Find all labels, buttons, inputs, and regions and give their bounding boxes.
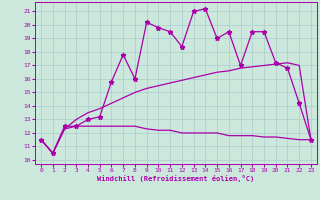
X-axis label: Windchill (Refroidissement éolien,°C): Windchill (Refroidissement éolien,°C)	[97, 175, 255, 182]
